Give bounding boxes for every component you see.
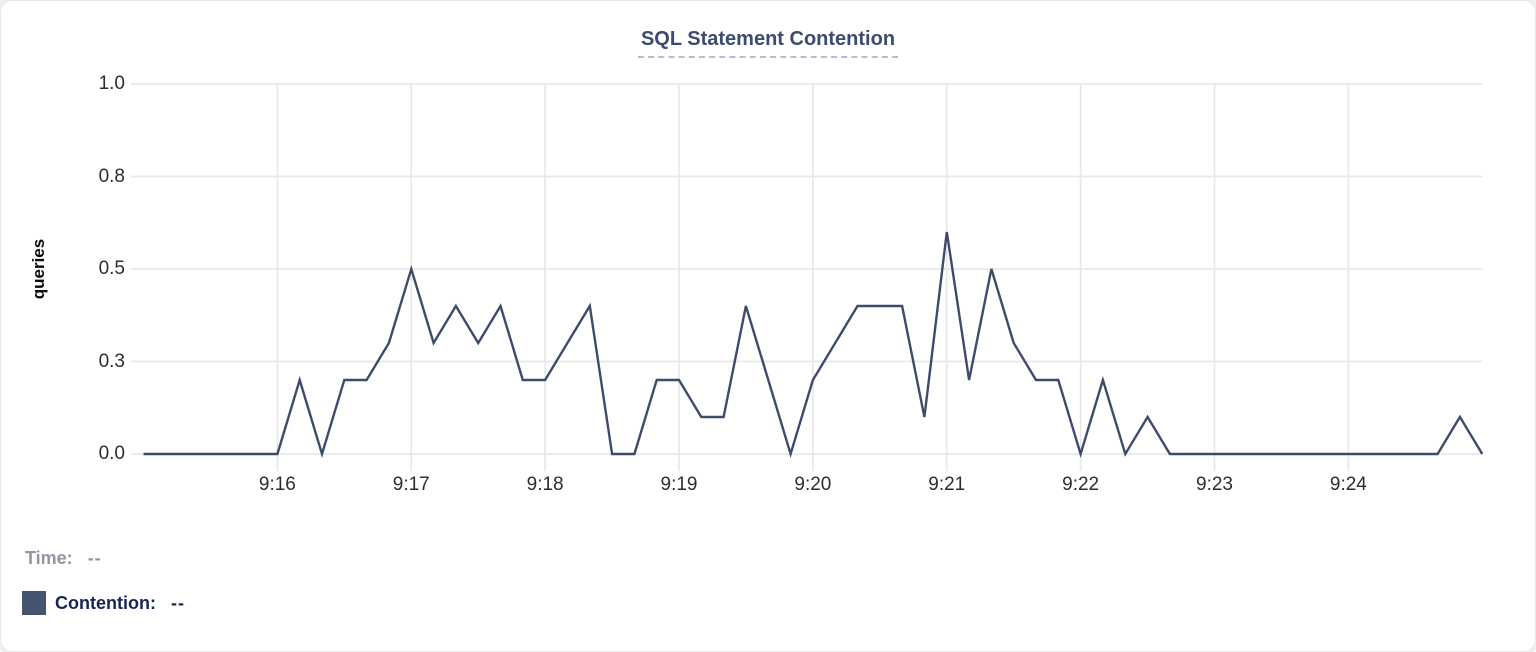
y-tick-label: 0.8 [98, 165, 125, 187]
x-tick-label: 9:18 [526, 474, 564, 495]
x-tick-label: 9:21 [928, 474, 966, 495]
y-tick-label: 0.3 [98, 350, 125, 372]
legend-contention-label: Contention: [55, 592, 156, 613]
x-tick-label: 9:24 [1329, 474, 1367, 495]
y-tick-label: 0.0 [98, 443, 125, 464]
legend-contention-value: -- [170, 592, 185, 613]
x-tick-label: 9:19 [660, 474, 698, 495]
y-tick-label: 1.0 [98, 73, 125, 94]
legend-time-value: -- [87, 548, 102, 568]
x-tick-label: 9:16 [258, 474, 296, 495]
x-tick-label: 9:23 [1196, 474, 1233, 495]
legend-contention-row: Contention: -- [22, 591, 185, 615]
contention-swatch [22, 591, 46, 615]
chart-title[interactable]: SQL Statement Contention [637, 28, 899, 58]
legend-time-label: Time: [25, 548, 73, 568]
x-tick-label: 9:22 [1062, 474, 1100, 495]
x-tick-label: 9:20 [794, 474, 832, 495]
x-tick-label: 9:17 [392, 474, 430, 495]
legend-time-row: Time: -- [25, 548, 102, 569]
chart-header: SQL Statement Contention [1, 28, 1535, 58]
contention-series-line [143, 231, 1484, 459]
y-tick-label: 0.5 [98, 258, 125, 279]
